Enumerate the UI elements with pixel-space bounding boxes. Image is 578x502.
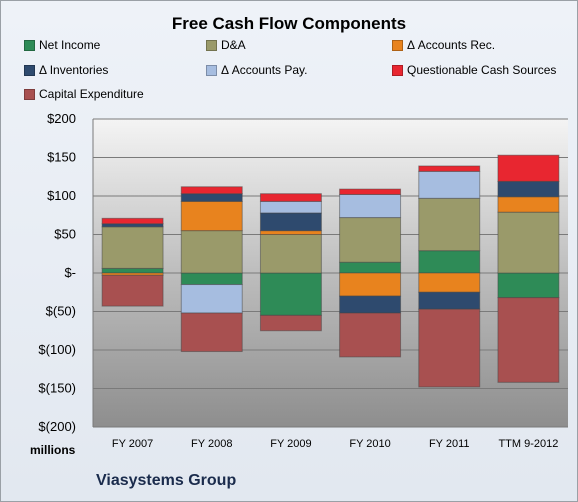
bar-capital-expenditure [497,297,560,383]
x-tick-label: FY 2011 [429,438,470,450]
legend-item-inventories: Δ Inventories [24,63,108,77]
y-tick-label: $50 [54,227,76,242]
legend-item-questionable-cash-sources: Questionable Cash Sources [392,63,556,77]
bar-inventories [339,295,402,314]
bar-questionable-cash-sources [418,165,481,172]
bar-accounts-rec [418,272,481,293]
legend-item-capital-expenditure: Capital Expenditure [24,87,144,101]
bar-capital-expenditure [418,308,481,388]
bar-questionable-cash-sources [259,193,322,202]
x-tick-label: FY 2009 [270,438,311,450]
legend-swatch-capital-expenditure [24,88,35,100]
bar-questionable-cash-sources [101,217,164,225]
legend-label: Net Income [39,38,101,52]
bar-accounts-pay [259,200,322,214]
y-tick-label: $(200) [38,419,76,434]
bar-d-a [339,217,402,263]
bar-accounts-rec [497,196,560,213]
bar-accounts-rec [259,230,322,235]
bar-accounts-pay [180,284,243,314]
bar-inventories [497,180,560,198]
bar-questionable-cash-sources [339,188,402,195]
legend-label: Δ Inventories [39,63,109,77]
y-tick-label: $(100) [38,342,76,357]
bar-net-income [497,272,560,299]
x-tick-label: FY 2010 [349,438,390,450]
legend-label: Δ Accounts Rec. [407,38,496,52]
bar-net-income [180,272,243,286]
bar-accounts-pay [418,170,481,199]
bar-inventories [180,193,243,202]
legend-item-accounts-rec: Δ Accounts Rec. [392,38,495,52]
y-tick-label: $- [64,265,76,280]
bar-net-income [259,272,322,316]
bar-capital-expenditure [259,314,322,332]
bar-d-a [180,230,243,274]
legend-label: Δ Accounts Pay. [221,63,308,77]
y-tick-label: $(50) [46,304,76,319]
chart-title: Free Cash Flow Components [171,14,407,33]
legend-item-accounts-pay: Δ Accounts Pay. [206,63,308,77]
legend-item-da: D&A [206,38,246,52]
bar-d-a [259,234,322,274]
company-name: Viasystems Group [96,472,237,489]
bar-net-income [339,261,402,274]
bar-accounts-pay [339,193,402,219]
bar-d-a [418,197,481,252]
legend-label: Capital Expenditure [39,87,144,101]
legend-label: D&A [221,38,246,52]
y-tick-label: $150 [47,150,76,165]
bar-d-a [101,226,164,269]
legend-item-net-income: Net Income [24,38,100,52]
bar-capital-expenditure [339,312,402,358]
y-tick-label: $200 [47,111,76,126]
legend-swatch-accounts-pay [206,64,217,76]
y-tick-label: $(150) [38,381,76,396]
bar-inventories [259,212,322,232]
x-tick-label: TTM 9-2012 [498,438,558,450]
legend-swatch-da [206,39,217,51]
bar-capital-expenditure [180,312,243,353]
x-tick-label: FY 2007 [112,438,153,450]
y-tick-label: $100 [47,188,76,203]
bar-net-income [101,267,164,274]
legend-swatch-net-income [24,39,35,51]
bar-questionable-cash-sources [180,186,243,195]
bar-net-income [418,250,481,274]
bar-accounts-rec [180,200,243,232]
y-unit-label: millions [30,443,76,457]
bar-inventories [418,291,481,310]
bar-questionable-cash-sources [497,154,560,182]
legend-swatch-accounts-rec [392,39,403,51]
bar-d-a [497,211,560,274]
legend-swatch-questionable-cash-sources [392,64,403,76]
x-tick-label: FY 2008 [191,438,232,450]
bar-accounts-rec [339,272,402,297]
legend-swatch-inventories [24,64,35,76]
legend-label: Questionable Cash Sources [407,63,557,77]
bar-capital-expenditure [101,274,164,307]
